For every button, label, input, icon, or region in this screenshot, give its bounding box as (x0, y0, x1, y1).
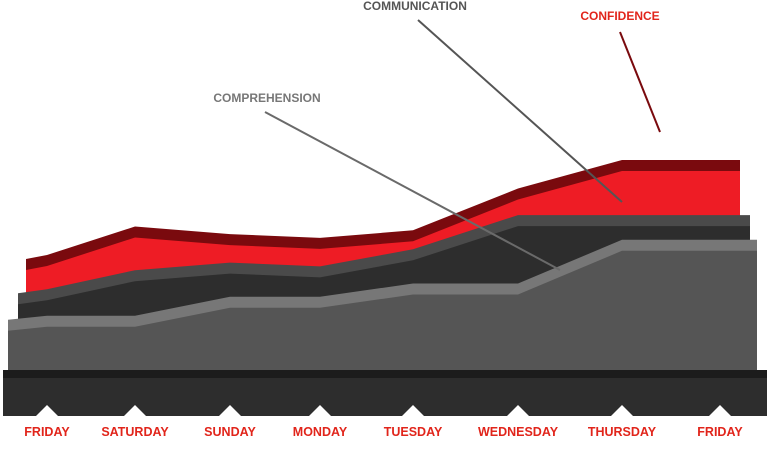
x-tick-mark (124, 405, 146, 416)
annotation-label-comprehension: COMPREHENSION (213, 91, 320, 105)
chart-layers (8, 160, 757, 385)
x-tick-mark (709, 405, 731, 416)
x-tick-label: MONDAY (293, 425, 348, 439)
x-axis: FRIDAY SATURDAY SUNDAY MONDAY TUESDAY WEDNESD… (24, 405, 743, 439)
series-area-comprehension (8, 250, 757, 385)
x-tick-label: WEDNESDAY (478, 425, 559, 439)
x-tick-mark (309, 405, 331, 416)
annotation-label-communication: COMMUNICATION (363, 0, 467, 13)
x-tick-mark (402, 405, 424, 416)
x-tick-mark (36, 405, 58, 416)
x-tick-mark (611, 405, 633, 416)
x-tick-label: FRIDAY (24, 425, 70, 439)
annotation-line-confidence (619, 31, 661, 133)
x-tick-label: TUESDAY (384, 425, 443, 439)
x-tick-mark (507, 405, 529, 416)
x-tick-label: FRIDAY (697, 425, 743, 439)
x-tick-label: SUNDAY (204, 425, 256, 439)
x-tick-mark (219, 405, 241, 416)
x-tick-label: THURSDAY (588, 425, 657, 439)
chart-base-edge (3, 370, 767, 378)
x-tick-label: SATURDAY (101, 425, 169, 439)
annotation-line-comprehension (264, 111, 561, 271)
annotation-line-communication (417, 19, 623, 203)
annotation-label-confidence: CONFIDENCE (580, 9, 659, 23)
chart-base (3, 370, 767, 416)
series-annotations: CONFIDENCE COMMUNICATION COMPREHENSION (213, 0, 661, 271)
